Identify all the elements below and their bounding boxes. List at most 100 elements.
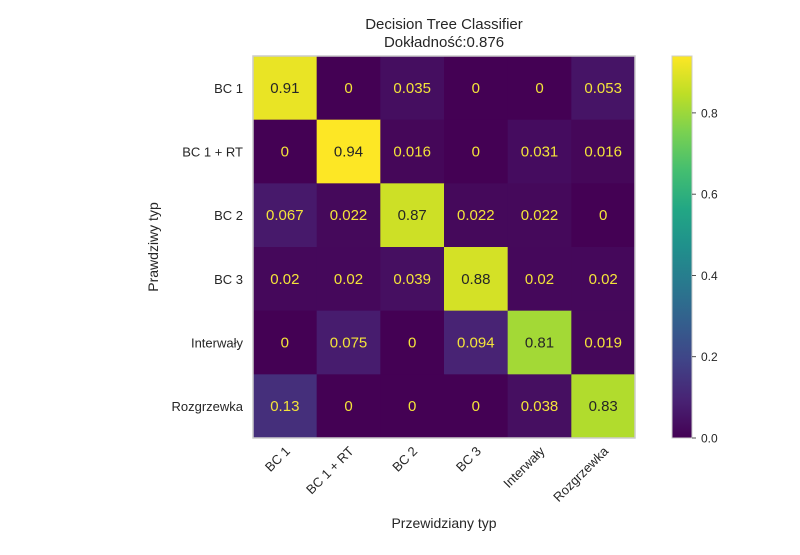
cell-value-label: 0.02 <box>525 271 554 288</box>
x-tick-label: BC 3 <box>453 444 484 475</box>
cell-value-label: 0 <box>472 398 480 415</box>
heatmap-cell <box>571 374 636 439</box>
cell-value-label: 0.02 <box>334 271 363 288</box>
cell-value-label: 0.022 <box>457 207 495 224</box>
x-tick-labels: BC 1 BC 1 + RT BC 2 BC 3 Interwały Rozgrzewka <box>262 443 612 505</box>
cell-value-label: 0.022 <box>521 207 559 224</box>
colorbar-tick-label: 0.4 <box>701 269 718 283</box>
heatmap-cell <box>316 374 381 439</box>
x-tick-label: Rozgrzewka <box>550 443 612 505</box>
cell-value-label: 0 <box>344 398 352 415</box>
heatmap-cell <box>507 374 572 439</box>
y-tick-label: BC 1 <box>214 81 243 96</box>
cell-value-label: 0.016 <box>584 144 622 161</box>
heatmap-cell <box>253 56 318 121</box>
heatmap-cell <box>380 119 445 184</box>
colorbar-tick-label: 0.2 <box>701 350 718 364</box>
chart-subtitle: Dokładność:0.876 <box>384 34 504 51</box>
colorbar-tick-label: 0.8 <box>701 106 718 120</box>
heatmap-cell <box>316 183 381 248</box>
colorbar-tick-label: 0.6 <box>701 188 718 202</box>
y-tick-label: BC 1 + RT <box>182 145 243 160</box>
heatmap-cell <box>253 374 318 439</box>
cell-value-label: 0.87 <box>398 207 427 224</box>
cell-value-label: 0.02 <box>270 271 299 288</box>
cell-value-label: 0.031 <box>521 144 559 161</box>
heatmap-cell <box>571 119 636 184</box>
heatmap-cell <box>380 374 445 439</box>
heatmap-cell <box>507 56 572 121</box>
chart-title: Decision Tree Classifier <box>365 16 523 33</box>
cell-value-label: 0.053 <box>584 80 622 97</box>
cell-value-label: 0.035 <box>393 80 431 97</box>
y-tick-label: BC 3 <box>214 272 243 287</box>
heatmap-cell <box>380 247 445 312</box>
heatmap-cell <box>316 310 381 375</box>
cell-value-label: 0 <box>408 398 416 415</box>
heatmap-cell <box>316 247 381 312</box>
heatmap-cell <box>380 183 445 248</box>
cell-value-label: 0 <box>344 80 352 97</box>
cell-value-label: 0 <box>281 335 289 352</box>
heatmap-cell <box>444 56 509 121</box>
heatmap-cell <box>444 119 509 184</box>
x-axis-label: Przewidziany typ <box>391 515 496 531</box>
heatmap-cell <box>316 56 381 121</box>
cell-value-label: 0.91 <box>270 80 299 97</box>
heatmap-cell <box>253 119 318 184</box>
heatmap-cell <box>444 310 509 375</box>
cell-value-label: 0.016 <box>393 144 431 161</box>
heatmap-cells <box>253 56 636 439</box>
heatmap-cell <box>507 310 572 375</box>
cell-value-label: 0.067 <box>266 207 304 224</box>
cell-value-label: 0.094 <box>457 335 495 352</box>
y-tick-label: Interwały <box>191 336 244 351</box>
cell-value-label: 0.02 <box>589 271 618 288</box>
cell-value-label: 0 <box>281 144 289 161</box>
x-tick-label: BC 1 <box>262 444 293 475</box>
heatmap-frame <box>252 55 636 439</box>
heatmap-cell <box>571 56 636 121</box>
x-tick-label: BC 2 <box>389 444 420 475</box>
x-tick-label: BC 1 + RT <box>303 443 357 497</box>
heatmap-cell <box>507 183 572 248</box>
cell-value-label: 0.94 <box>334 144 363 161</box>
cell-value-label: 0.038 <box>521 398 559 415</box>
heatmap-cell <box>571 310 636 375</box>
y-tick-label: BC 2 <box>214 208 243 223</box>
heatmap-cell-labels: 0.91 0 0.035 0 0 0.053 0 0.94 0.016 0 0.031 0.016 0.… <box>266 80 622 415</box>
cell-value-label: 0.83 <box>589 398 618 415</box>
y-axis-label: Prawdziwy typ <box>145 202 161 292</box>
cell-value-label: 0.81 <box>525 335 554 352</box>
cell-value-label: 0.039 <box>393 271 431 288</box>
y-tick-labels: BC 1 BC 1 + RT BC 2 BC 3 Interwały Rozgrzewka <box>171 81 243 414</box>
heatmap-cell <box>253 310 318 375</box>
colorbar-tick-label: 0.0 <box>701 432 718 446</box>
heatmap-cell <box>571 183 636 248</box>
heatmap-cell <box>380 56 445 121</box>
cell-value-label: 0 <box>599 207 607 224</box>
heatmap-cell <box>253 183 318 248</box>
cell-value-label: 0.075 <box>330 335 368 352</box>
heatmap-cell <box>507 247 572 312</box>
x-tick-label: Interwały <box>500 443 548 491</box>
cell-value-label: 0.13 <box>270 398 299 415</box>
heatmap-cell <box>507 119 572 184</box>
colorbar <box>671 55 693 439</box>
colorbar-tick-labels: 0.0 0.2 0.4 0.6 0.8 <box>692 106 718 446</box>
heatmap-cell <box>380 310 445 375</box>
cell-value-label: 0.022 <box>330 207 368 224</box>
cell-value-label: 0 <box>408 335 416 352</box>
cell-value-label: 0.88 <box>461 271 490 288</box>
heatmap-cell <box>444 374 509 439</box>
heatmap-cell <box>316 119 381 184</box>
cell-value-label: 0 <box>535 80 543 97</box>
cell-value-label: 0 <box>472 80 480 97</box>
cell-value-label: 0.019 <box>584 335 622 352</box>
heatmap-cell <box>253 247 318 312</box>
heatmap-cell <box>444 247 509 312</box>
heatmap-cell <box>571 247 636 312</box>
y-tick-label: Rozgrzewka <box>171 399 243 414</box>
